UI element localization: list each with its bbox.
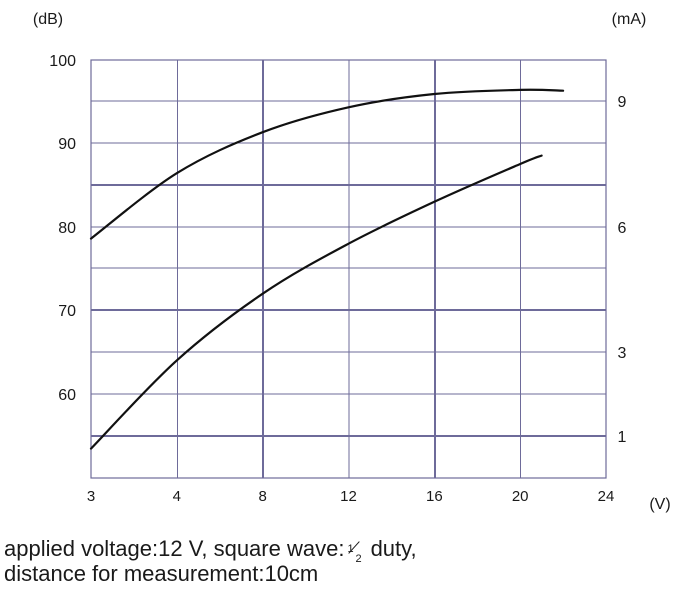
right-tick-label: 1 <box>618 429 627 446</box>
x-tick-label: 20 <box>512 488 529 505</box>
left-axis-unit: (dB) <box>33 11 63 28</box>
right-axis-unit: (mA) <box>612 11 647 28</box>
caption-line-1: applied voltage:12 V, square wave: 1 2 dut… <box>4 536 417 565</box>
x-tick-label: 12 <box>340 488 357 505</box>
right-tick-label: 9 <box>618 94 627 111</box>
x-tick-label: 4 <box>173 488 181 505</box>
left-tick-label: 60 <box>58 387 76 404</box>
caption-line-2: distance for measurement:10cm <box>4 561 319 586</box>
x-tick-label: 8 <box>258 488 266 505</box>
fraction-numerator: 1 <box>347 543 354 555</box>
left-tick-label: 70 <box>58 303 76 320</box>
x-tick-label: 3 <box>87 488 95 505</box>
right-tick-labels: 9 6 3 1 <box>618 94 627 446</box>
x-axis-unit: (V) <box>649 496 670 513</box>
left-tick-label: 80 <box>58 220 76 237</box>
x-tick-label: 16 <box>426 488 443 505</box>
right-tick-label: 3 <box>618 345 627 362</box>
chart: 3 4 8 12 16 20 24 100 90 80 70 60 9 6 3 1 (dB) (mA) (… <box>33 11 671 513</box>
caption-text-duty: duty, <box>370 536 417 561</box>
x-tick-label: 24 <box>598 488 615 505</box>
fraction-denominator: 2 <box>355 553 362 565</box>
left-tick-labels: 100 90 80 70 60 <box>49 53 76 404</box>
grid <box>91 60 606 478</box>
right-tick-label: 6 <box>618 220 627 237</box>
left-tick-label: 90 <box>58 136 76 153</box>
current-curve <box>89 154 543 450</box>
caption-text: applied voltage:12 V, square wave: <box>4 536 345 561</box>
plot-frame <box>90 59 607 479</box>
curves <box>89 88 565 450</box>
x-tick-labels: 3 4 8 12 16 20 24 <box>87 488 615 505</box>
sound-pressure-curve <box>89 88 565 240</box>
left-tick-label: 100 <box>49 53 76 70</box>
